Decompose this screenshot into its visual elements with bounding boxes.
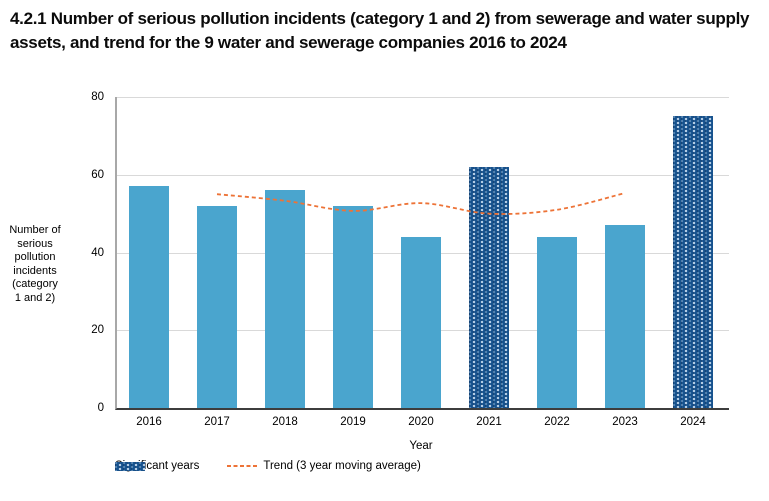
x-tick-label-2016: 2016 bbox=[136, 416, 162, 428]
trend-dashed-line-icon bbox=[227, 465, 258, 467]
bar-2023 bbox=[605, 225, 645, 408]
x-tick-label-2017: 2017 bbox=[204, 416, 230, 428]
gridline-80 bbox=[117, 97, 729, 98]
chart-title: 4.2.1 Number of serious pollution incide… bbox=[10, 9, 750, 52]
significant-years-swatch-icon bbox=[115, 461, 145, 471]
bar-2020 bbox=[401, 236, 441, 408]
bar-2024 bbox=[673, 116, 713, 408]
x-tick-label-2024: 2024 bbox=[680, 416, 706, 428]
x-tick-label-2021: 2021 bbox=[476, 416, 502, 428]
bar-2018 bbox=[265, 190, 305, 408]
y-tick-label-60: 60 bbox=[91, 168, 104, 181]
x-tick-label-2018: 2018 bbox=[272, 416, 298, 428]
y-tick-label-20: 20 bbox=[91, 324, 104, 337]
trend-line-svg bbox=[216, 192, 626, 215]
bar-2016 bbox=[129, 186, 169, 408]
legend: Significant years Trend (3 year moving a… bbox=[115, 460, 421, 472]
trend-line bbox=[216, 192, 626, 215]
x-axis-title: Year bbox=[409, 440, 433, 452]
bar-2022 bbox=[537, 236, 577, 408]
legend-item-significant-years: Significant years bbox=[115, 460, 199, 472]
x-tick-label-2023: 2023 bbox=[612, 416, 638, 428]
y-axis-title: Number of serious pollution incidents (c… bbox=[9, 224, 61, 304]
y-tick-label-80: 80 bbox=[91, 91, 104, 103]
y-tick-label-0: 0 bbox=[97, 402, 104, 414]
gridline-60 bbox=[117, 174, 729, 176]
y-tick-label-40: 40 bbox=[91, 246, 104, 259]
bar-2017 bbox=[197, 205, 237, 408]
bar-2019 bbox=[333, 205, 373, 408]
legend-label-trend: Trend (3 year moving average) bbox=[263, 460, 421, 472]
bar-2021 bbox=[469, 166, 509, 408]
x-tick-label-2019: 2019 bbox=[340, 416, 366, 428]
x-tick-label-2020: 2020 bbox=[408, 416, 434, 428]
x-tick-label-2022: 2022 bbox=[544, 416, 570, 428]
legend-item-trend: Trend (3 year moving average) bbox=[227, 460, 421, 472]
